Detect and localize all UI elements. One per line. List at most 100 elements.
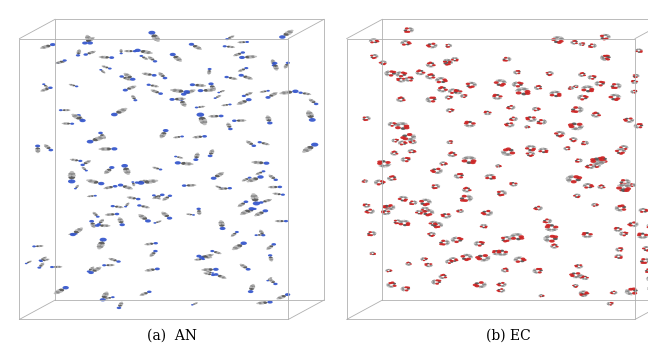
- Circle shape: [132, 97, 133, 98]
- Circle shape: [107, 186, 110, 187]
- Circle shape: [386, 161, 391, 164]
- Circle shape: [207, 71, 209, 73]
- Circle shape: [501, 151, 503, 152]
- Circle shape: [446, 213, 450, 216]
- Circle shape: [150, 90, 153, 91]
- Circle shape: [102, 264, 106, 266]
- Circle shape: [451, 155, 454, 157]
- Circle shape: [539, 148, 543, 150]
- Circle shape: [435, 279, 439, 282]
- Circle shape: [450, 151, 454, 153]
- Circle shape: [600, 164, 603, 165]
- Circle shape: [148, 243, 150, 244]
- Circle shape: [647, 260, 648, 263]
- Circle shape: [579, 42, 581, 43]
- Circle shape: [425, 75, 428, 76]
- Circle shape: [400, 42, 404, 44]
- Circle shape: [448, 90, 452, 92]
- Circle shape: [394, 125, 397, 126]
- Circle shape: [111, 260, 113, 261]
- Circle shape: [527, 120, 530, 122]
- Circle shape: [426, 209, 428, 210]
- Circle shape: [552, 91, 554, 92]
- Circle shape: [632, 292, 637, 294]
- Circle shape: [575, 272, 581, 274]
- Circle shape: [272, 64, 276, 66]
- Circle shape: [103, 57, 106, 59]
- Circle shape: [432, 233, 435, 234]
- Circle shape: [87, 270, 91, 273]
- Circle shape: [492, 253, 494, 254]
- Circle shape: [102, 136, 106, 139]
- Circle shape: [403, 290, 404, 291]
- Circle shape: [625, 184, 627, 185]
- Circle shape: [275, 92, 278, 94]
- Circle shape: [70, 171, 74, 173]
- Circle shape: [588, 233, 593, 236]
- Circle shape: [422, 204, 428, 206]
- Circle shape: [155, 91, 159, 93]
- Circle shape: [465, 95, 467, 97]
- Circle shape: [104, 56, 106, 57]
- Circle shape: [434, 279, 435, 280]
- Circle shape: [179, 60, 182, 62]
- Circle shape: [402, 160, 405, 161]
- Circle shape: [594, 44, 595, 45]
- Circle shape: [388, 124, 391, 126]
- Circle shape: [389, 286, 393, 288]
- Circle shape: [438, 187, 440, 188]
- Circle shape: [72, 85, 75, 86]
- Circle shape: [445, 261, 446, 262]
- Circle shape: [400, 160, 402, 161]
- Circle shape: [158, 92, 163, 95]
- Circle shape: [451, 45, 452, 46]
- Circle shape: [195, 153, 200, 156]
- Circle shape: [470, 125, 474, 127]
- Circle shape: [91, 223, 95, 225]
- Circle shape: [517, 70, 520, 72]
- Circle shape: [56, 267, 59, 268]
- Circle shape: [430, 266, 432, 267]
- Circle shape: [589, 164, 593, 166]
- Circle shape: [475, 245, 478, 246]
- Circle shape: [388, 207, 391, 209]
- Circle shape: [245, 180, 248, 181]
- Circle shape: [146, 84, 151, 86]
- Circle shape: [425, 75, 429, 78]
- Circle shape: [492, 97, 494, 98]
- Circle shape: [152, 37, 156, 39]
- Circle shape: [501, 269, 504, 271]
- Circle shape: [431, 62, 434, 64]
- Circle shape: [601, 59, 603, 60]
- Circle shape: [594, 158, 599, 160]
- Circle shape: [425, 207, 428, 209]
- Circle shape: [619, 84, 621, 86]
- Circle shape: [515, 73, 517, 74]
- Circle shape: [581, 291, 585, 292]
- Circle shape: [113, 259, 117, 261]
- Text: (b) EC: (b) EC: [486, 328, 531, 342]
- Circle shape: [145, 270, 147, 271]
- Circle shape: [597, 162, 599, 163]
- Circle shape: [437, 81, 441, 83]
- Circle shape: [238, 71, 240, 72]
- Circle shape: [100, 56, 105, 58]
- Circle shape: [474, 285, 480, 287]
- Circle shape: [150, 58, 154, 60]
- Circle shape: [100, 219, 104, 221]
- Circle shape: [583, 144, 586, 145]
- Circle shape: [45, 88, 49, 90]
- Circle shape: [446, 95, 449, 97]
- Circle shape: [606, 56, 609, 58]
- Circle shape: [492, 251, 496, 253]
- Circle shape: [619, 254, 621, 256]
- Circle shape: [472, 84, 477, 86]
- Circle shape: [472, 284, 478, 286]
- Circle shape: [268, 118, 272, 120]
- Circle shape: [461, 159, 467, 163]
- Circle shape: [62, 59, 67, 62]
- Circle shape: [603, 55, 608, 57]
- Circle shape: [588, 183, 590, 184]
- Circle shape: [599, 166, 601, 167]
- Circle shape: [28, 261, 29, 262]
